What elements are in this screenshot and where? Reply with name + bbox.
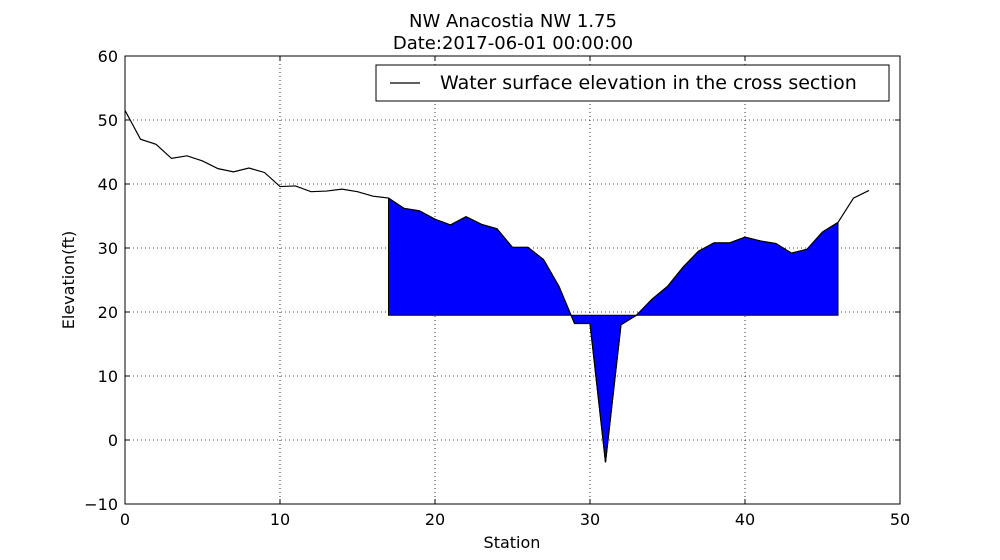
chart-subtitle: Date:2017-06-01 00:00:00 bbox=[393, 33, 633, 54]
x-tick-labels: 0 10 20 30 40 50 bbox=[120, 510, 910, 529]
y-tick-label: −10 bbox=[84, 495, 118, 514]
y-tick-label: 30 bbox=[98, 239, 118, 258]
series-lines bbox=[124, 110, 870, 463]
y-tick-label: 50 bbox=[98, 111, 118, 130]
x-tick-label: 30 bbox=[580, 510, 600, 529]
y-axis-label: Elevation(ft) bbox=[59, 231, 78, 329]
x-tick-label: 10 bbox=[270, 510, 290, 529]
axis-ticks bbox=[124, 55, 901, 505]
legend-entry: Water surface elevation in the cross sec… bbox=[440, 72, 857, 94]
y-tick-label: 40 bbox=[98, 175, 118, 194]
x-tick-label: 20 bbox=[425, 510, 445, 529]
plot-frame bbox=[124, 55, 901, 505]
y-tick-label: 20 bbox=[98, 303, 118, 322]
y-tick-label: 10 bbox=[98, 367, 118, 386]
y-tick-label: 60 bbox=[98, 47, 118, 66]
elevation-line bbox=[124, 110, 870, 463]
x-tick-label: 0 bbox=[120, 510, 130, 529]
x-axis-label: Station bbox=[484, 533, 541, 552]
y-tick-label: 0 bbox=[108, 431, 118, 450]
y-tick-labels: −10 0 10 20 30 40 50 60 bbox=[84, 47, 118, 514]
x-tick-label: 50 bbox=[890, 510, 910, 529]
x-tick-label: 40 bbox=[735, 510, 755, 529]
legend-box bbox=[375, 64, 890, 102]
legend: Water surface elevation in the cross sec… bbox=[375, 64, 890, 102]
chart-title: NW Anacostia NW 1.75 bbox=[409, 11, 617, 32]
